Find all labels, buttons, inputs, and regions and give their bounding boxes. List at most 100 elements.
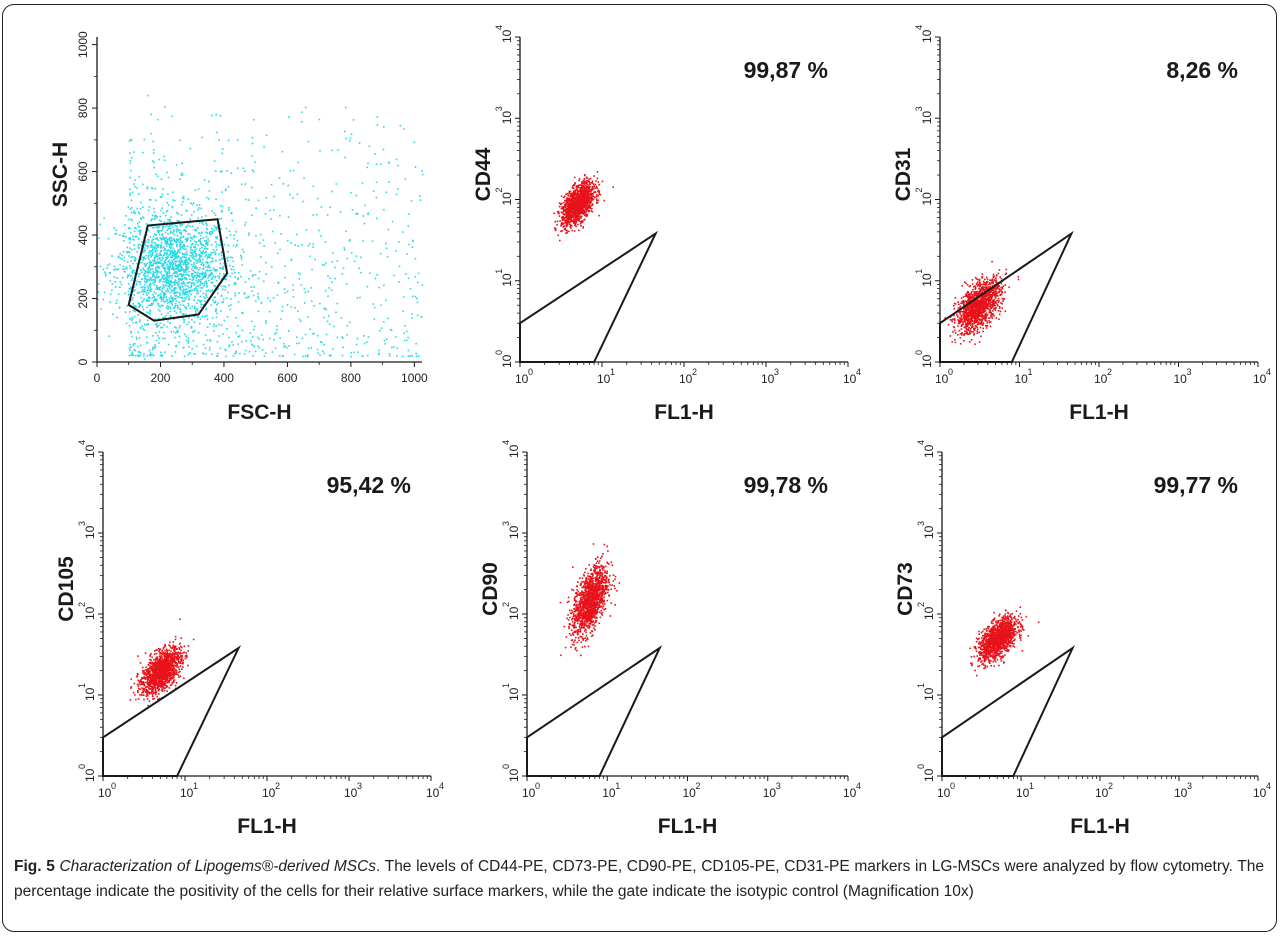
event-dot <box>166 209 169 212</box>
event-dot <box>148 300 150 302</box>
event-dot <box>203 274 206 276</box>
event-dot <box>293 353 296 356</box>
event-dot <box>232 260 235 263</box>
event-dot <box>161 355 163 357</box>
event-dot <box>131 207 133 209</box>
event-dot <box>994 307 996 309</box>
event-dot <box>180 267 182 270</box>
event-dot <box>169 281 172 283</box>
event-dot <box>221 205 224 208</box>
event-dot <box>148 279 150 281</box>
event-dot <box>185 240 188 243</box>
event-dot <box>172 299 174 301</box>
event-dot <box>191 289 193 291</box>
event-dot <box>180 289 182 291</box>
event-dot <box>976 313 978 316</box>
event-dot <box>283 288 286 290</box>
event-dot <box>129 239 132 241</box>
event-dot <box>570 211 573 213</box>
event-dot <box>149 250 151 252</box>
event-dot <box>195 277 198 279</box>
event-dot <box>248 234 250 236</box>
event-dot <box>412 295 414 298</box>
event-dot <box>151 279 153 282</box>
event-dot <box>417 281 419 284</box>
event-dot <box>997 286 999 288</box>
event-dot <box>153 233 156 235</box>
event-dot <box>156 227 159 229</box>
event-dot <box>353 260 356 263</box>
event-dot <box>594 196 596 198</box>
event-dot <box>287 184 289 187</box>
event-dot <box>138 238 140 240</box>
event-dot <box>290 306 293 309</box>
event-dot <box>335 183 338 185</box>
event-dot <box>376 217 378 220</box>
event-dot <box>143 286 145 288</box>
event-dot <box>951 320 953 323</box>
event-dot <box>569 190 572 193</box>
event-dot <box>958 320 960 323</box>
event-dot <box>111 283 114 285</box>
event-dot <box>407 225 409 227</box>
event-dot <box>175 271 178 274</box>
event-dot <box>205 261 208 263</box>
event-dot <box>336 336 339 339</box>
event-dot <box>137 354 139 357</box>
event-dot <box>974 288 976 290</box>
event-dot <box>197 331 200 334</box>
event-dot <box>227 251 229 253</box>
event-dot <box>353 351 355 354</box>
event-dot <box>107 237 110 240</box>
event-dot <box>598 183 600 186</box>
event-dot <box>181 261 184 263</box>
event-dot <box>311 268 313 271</box>
event-dot <box>356 212 358 215</box>
event-dot <box>595 198 598 201</box>
event-dot <box>312 185 315 188</box>
event-dot <box>129 162 132 165</box>
event-dot <box>341 273 344 275</box>
event-dot <box>579 201 581 203</box>
event-dot <box>172 281 174 284</box>
event-dot <box>131 271 134 273</box>
event-dot <box>985 293 987 295</box>
event-dot <box>170 236 173 239</box>
event-dot <box>177 250 179 252</box>
event-dot <box>123 240 125 242</box>
event-dot <box>404 324 406 327</box>
event-dot <box>571 200 573 203</box>
event-dot <box>162 284 165 286</box>
event-dot <box>278 355 281 357</box>
event-dot <box>171 355 173 357</box>
event-dot <box>574 210 576 212</box>
event-dot <box>583 203 585 206</box>
event-dot <box>578 212 580 215</box>
event-dot <box>406 253 409 255</box>
event-dot <box>971 315 974 317</box>
event-dot <box>179 308 181 310</box>
event-dot <box>192 282 194 284</box>
event-dot <box>169 243 172 246</box>
event-dot <box>193 353 196 355</box>
event-dot <box>398 281 400 283</box>
event-dot <box>582 210 585 213</box>
event-dot <box>595 194 598 196</box>
event-dot <box>588 210 590 213</box>
event-dot <box>284 276 286 279</box>
event-dot <box>170 285 173 287</box>
event-dot <box>180 241 183 244</box>
event-dot <box>178 335 181 338</box>
event-dot <box>130 286 132 288</box>
event-dot <box>185 306 188 309</box>
event-dot <box>185 226 188 228</box>
event-dot <box>169 253 171 256</box>
event-dot <box>184 228 186 231</box>
event-dot <box>156 326 158 329</box>
event-dot <box>196 266 198 269</box>
event-dot <box>173 223 176 226</box>
event-dot <box>154 298 156 301</box>
event-dot <box>581 191 583 193</box>
event-dot <box>127 251 129 254</box>
event-dot <box>571 215 574 217</box>
